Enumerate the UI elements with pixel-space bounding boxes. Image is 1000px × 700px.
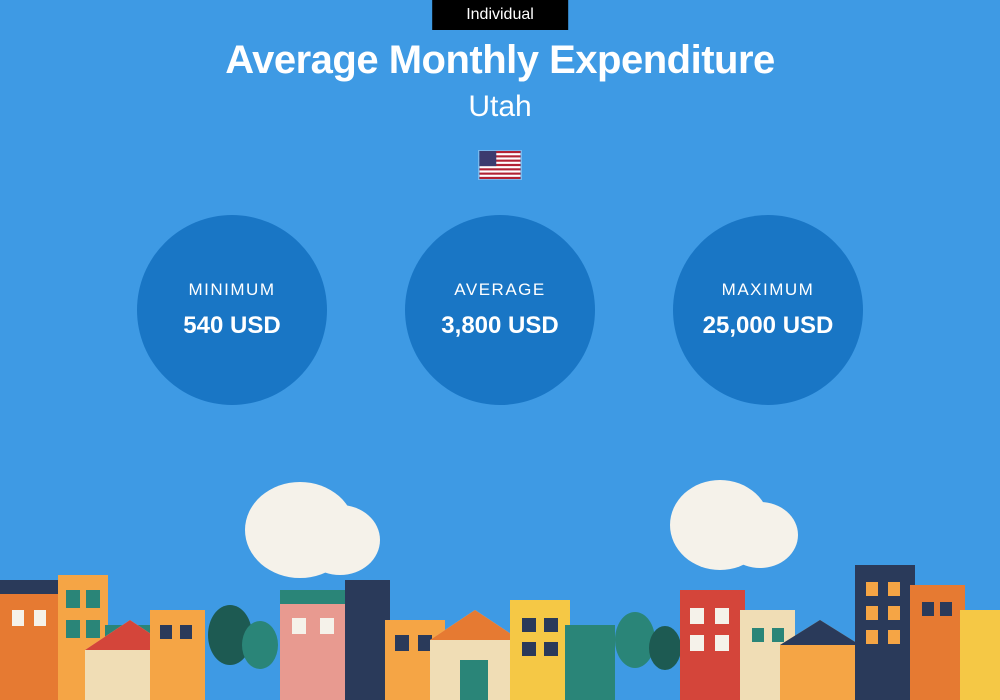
stat-circle-average: AVERAGE 3,800 USD [405, 215, 595, 405]
stat-value: 25,000 USD [703, 312, 834, 340]
region-subtitle: Utah [0, 90, 1000, 124]
stats-row: MINIMUM 540 USD AVERAGE 3,800 USD MAXIMU… [0, 215, 1000, 405]
page-title: Average Monthly Expenditure [0, 38, 1000, 83]
stat-value: 540 USD [183, 312, 280, 340]
stat-label: MINIMUM [189, 280, 276, 300]
category-badge: Individual [432, 0, 568, 30]
stat-circle-maximum: MAXIMUM 25,000 USD [673, 215, 863, 405]
stat-circle-minimum: MINIMUM 540 USD [137, 215, 327, 405]
stat-label: AVERAGE [454, 280, 545, 300]
stat-label: MAXIMUM [722, 280, 815, 300]
flag-icon [478, 150, 522, 180]
stat-value: 3,800 USD [441, 312, 558, 340]
